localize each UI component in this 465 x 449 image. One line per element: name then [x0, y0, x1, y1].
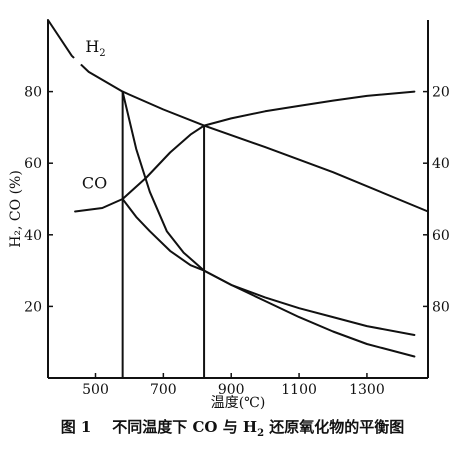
y-right-tick-label: 60 [432, 228, 450, 244]
x-tick-label: 700 [150, 382, 177, 398]
figure-caption: 图 1 不同温度下 CO 与 H2 还原氧化物的平衡图 [0, 416, 465, 439]
x-tick-label: 500 [82, 382, 109, 398]
caption-text-before: 不同温度下 CO 与 H [112, 418, 258, 436]
series-line-lower-branch [121, 198, 416, 358]
y-left-tick-label: 40 [24, 228, 42, 244]
y-right-tick-label: 40 [432, 156, 450, 172]
series-label-subscript: 2 [99, 48, 105, 59]
caption-text-after: 还原氧化物的平衡图 [264, 418, 405, 436]
series-label: H2 [85, 37, 105, 59]
y-left-tick-label: 80 [24, 85, 42, 101]
y-axis-title: H₂, CO (%) [8, 170, 24, 248]
y-left-tick-label: 20 [24, 299, 42, 315]
series-label: CO [82, 173, 107, 192]
y-right-tick-label: 20 [432, 85, 450, 101]
x-axis-title: 温度(℃) [211, 395, 266, 411]
caption-figure-number: 图 1 [60, 418, 92, 436]
caption-subscript: 2 [257, 428, 265, 439]
series-gap [72, 55, 83, 67]
x-tick-label: 1100 [281, 382, 317, 398]
y-left-tick-label: 60 [24, 156, 42, 172]
y-right-tick-label: 80 [432, 299, 450, 315]
x-tick-label: 900 [218, 382, 245, 398]
series-line-upper-branch [121, 90, 416, 336]
x-tick-label: 1300 [349, 382, 385, 398]
